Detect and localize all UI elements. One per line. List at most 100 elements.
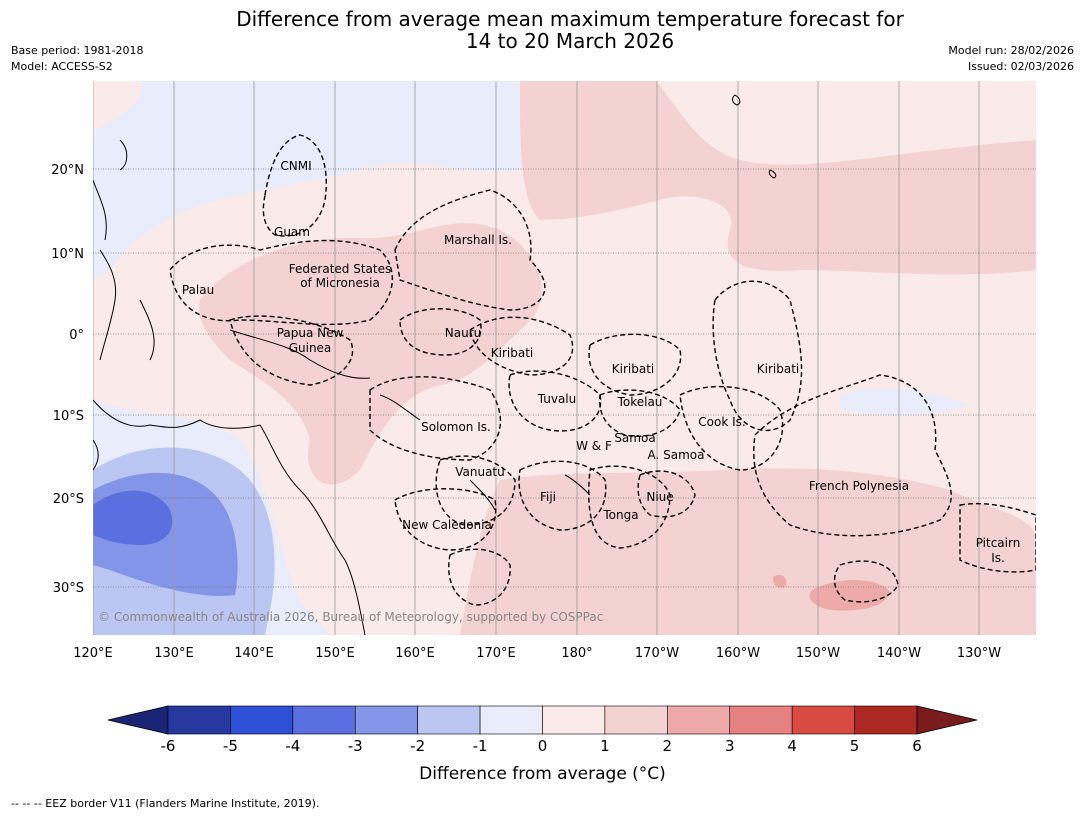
lat-label: 0° <box>69 328 84 343</box>
anomaly-field-1-to-2-micronesia <box>199 223 542 485</box>
eez-kiribati-east <box>712 280 803 431</box>
lon-label: 120°E <box>73 646 113 661</box>
label-nauru: Nauru <box>445 326 481 340</box>
colorbar-tick-label: 1 <box>600 737 610 755</box>
lon-label: 150°E <box>315 646 355 661</box>
eez-fiji <box>518 460 607 531</box>
colorbar-cell <box>354 705 418 735</box>
longitude-labels: 120°E 130°E 140°E 150°E 160°E 170°E 180°… <box>73 646 1001 661</box>
colorbar-tick-label: -2 <box>410 737 425 755</box>
eez-marshall <box>394 189 546 311</box>
colorbar-tick-label: -4 <box>285 737 300 755</box>
colorbar-tick-label: 0 <box>538 737 548 755</box>
colorbar-cell <box>230 705 294 735</box>
region-labels: CNMI Guam Marshall Is. Federated States … <box>182 159 1020 565</box>
label-pitcairn-2: Is. <box>991 551 1005 565</box>
eez-south-polynesia <box>833 560 899 603</box>
lat-label: 10°S <box>53 409 84 424</box>
colorbar-cell <box>479 705 543 735</box>
label-tuvalu: Tuvalu <box>537 392 577 406</box>
label-guam: Guam <box>274 225 310 239</box>
eez-kiribati-west <box>469 316 574 376</box>
australia-coast <box>93 399 366 635</box>
label-kiribati-east: Kiribati <box>757 362 799 376</box>
colorbar-tick-label: -1 <box>473 737 488 755</box>
eez-solomon <box>369 376 501 461</box>
label-fsm-1: Federated States <box>289 262 391 276</box>
colorbar-tick-label: -5 <box>223 737 238 755</box>
title-line-1: Difference from average mean maximum tem… <box>236 7 904 31</box>
anomaly-field-minus1-to-0-east <box>840 388 968 416</box>
label-french-polynesia: French Polynesia <box>809 479 909 493</box>
lon-label: 180° <box>561 646 592 661</box>
label-wallis-futuna: W & F <box>576 439 612 453</box>
lon-label: 150°W <box>796 646 840 661</box>
colorbar-tick-label: 5 <box>850 737 860 755</box>
anomaly-field-0-to-1-north-gap <box>656 81 1036 165</box>
lon-label: 130°E <box>154 646 194 661</box>
colorbar-cell <box>729 705 793 735</box>
eez-nauru <box>399 308 482 356</box>
colorbar-cell <box>791 705 855 735</box>
anomaly-field-2-to-3-small <box>772 574 787 588</box>
lat-label: 30°S <box>53 581 84 596</box>
label-samoa: Samoa <box>614 431 655 445</box>
colorbar-tick-label: 6 <box>912 737 922 755</box>
anomaly-field-minus1-to-0-northwest <box>93 81 571 280</box>
copyright-notice: © Commonwealth of Australia 2026, Bureau… <box>98 610 603 624</box>
label-png-1: Papua New <box>277 326 344 340</box>
label-vanuatu: Vanuatu <box>455 465 505 479</box>
lon-label: 140°E <box>234 646 274 661</box>
eez-pitcairn <box>959 502 1036 573</box>
label-new-caledonia: New Caledonia <box>402 518 492 532</box>
lat-label: 10°N <box>51 247 84 262</box>
map-title: Difference from average mean maximum tem… <box>0 8 1085 52</box>
lon-label: 160°E <box>395 646 435 661</box>
lon-label: 130°W <box>957 646 1001 661</box>
colorbar-tick-label: 2 <box>663 737 673 755</box>
latitude-labels: 20°N 10°N 0° 10°S 20°S 30°S <box>51 163 84 596</box>
coastlines <box>93 94 777 635</box>
eez-vanuatu <box>435 455 516 526</box>
metadata-left: Base period: 1981-2018 Model: ACCESS-S2 <box>11 43 143 75</box>
base-period: Base period: 1981-2018 <box>11 44 144 57</box>
label-marshall: Marshall Is. <box>444 233 512 247</box>
eez-tokelau <box>598 389 681 437</box>
colorbar-cell <box>542 705 606 735</box>
colorbar-cell <box>667 705 731 735</box>
map-panel: CNMI Guam Marshall Is. Federated States … <box>93 81 1036 635</box>
eez-french-polynesia <box>753 374 952 537</box>
colorbar-ticks: -6 -5 -4 -3 -2 -1 0 1 2 3 4 5 6 <box>161 737 922 755</box>
meridian-lines <box>93 81 980 635</box>
label-pitcairn-1: Pitcairn <box>976 536 1021 550</box>
colorbar-cell <box>417 705 481 735</box>
colorbar-cells <box>167 705 918 735</box>
label-fiji: Fiji <box>540 490 556 504</box>
label-tokelau: Tokelau <box>617 395 663 409</box>
anomaly-field-2-to-3 <box>809 580 890 611</box>
colorbar: -6 -5 -4 -3 -2 -1 0 1 2 3 4 5 6 <box>107 705 978 755</box>
eez-tonga <box>588 465 671 549</box>
new-guinea-coast <box>229 329 371 379</box>
eez-norfolk <box>448 548 511 606</box>
lat-label: 20°N <box>51 163 84 178</box>
label-fsm-2: of Micronesia <box>300 276 380 290</box>
label-niue: Niue <box>646 490 673 504</box>
model-run: Model run: 28/02/2026 <box>948 44 1074 57</box>
eez-niue <box>637 470 696 518</box>
anomaly-field-1-to-2-south <box>460 468 1036 635</box>
anomaly-field-minus4-to-minus3 <box>93 490 173 545</box>
label-cook: Cook Is. <box>698 415 745 429</box>
lat-label: 20°S <box>53 492 84 507</box>
parallel-lines <box>93 168 1036 588</box>
footnote: -- -- -- EEZ border V11 (Flanders Marine… <box>11 797 320 810</box>
colorbar-tick-label: -6 <box>161 737 176 755</box>
eez-new-caledonia <box>394 488 497 551</box>
label-cnmi: CNMI <box>280 159 311 173</box>
colorbar-cell <box>854 705 918 735</box>
colorbar-tick-label: 4 <box>787 737 797 755</box>
anomaly-field-0-to-1-corner <box>93 81 142 130</box>
label-png-2: Guinea <box>289 341 332 355</box>
colorbar-high-extend <box>916 705 978 735</box>
